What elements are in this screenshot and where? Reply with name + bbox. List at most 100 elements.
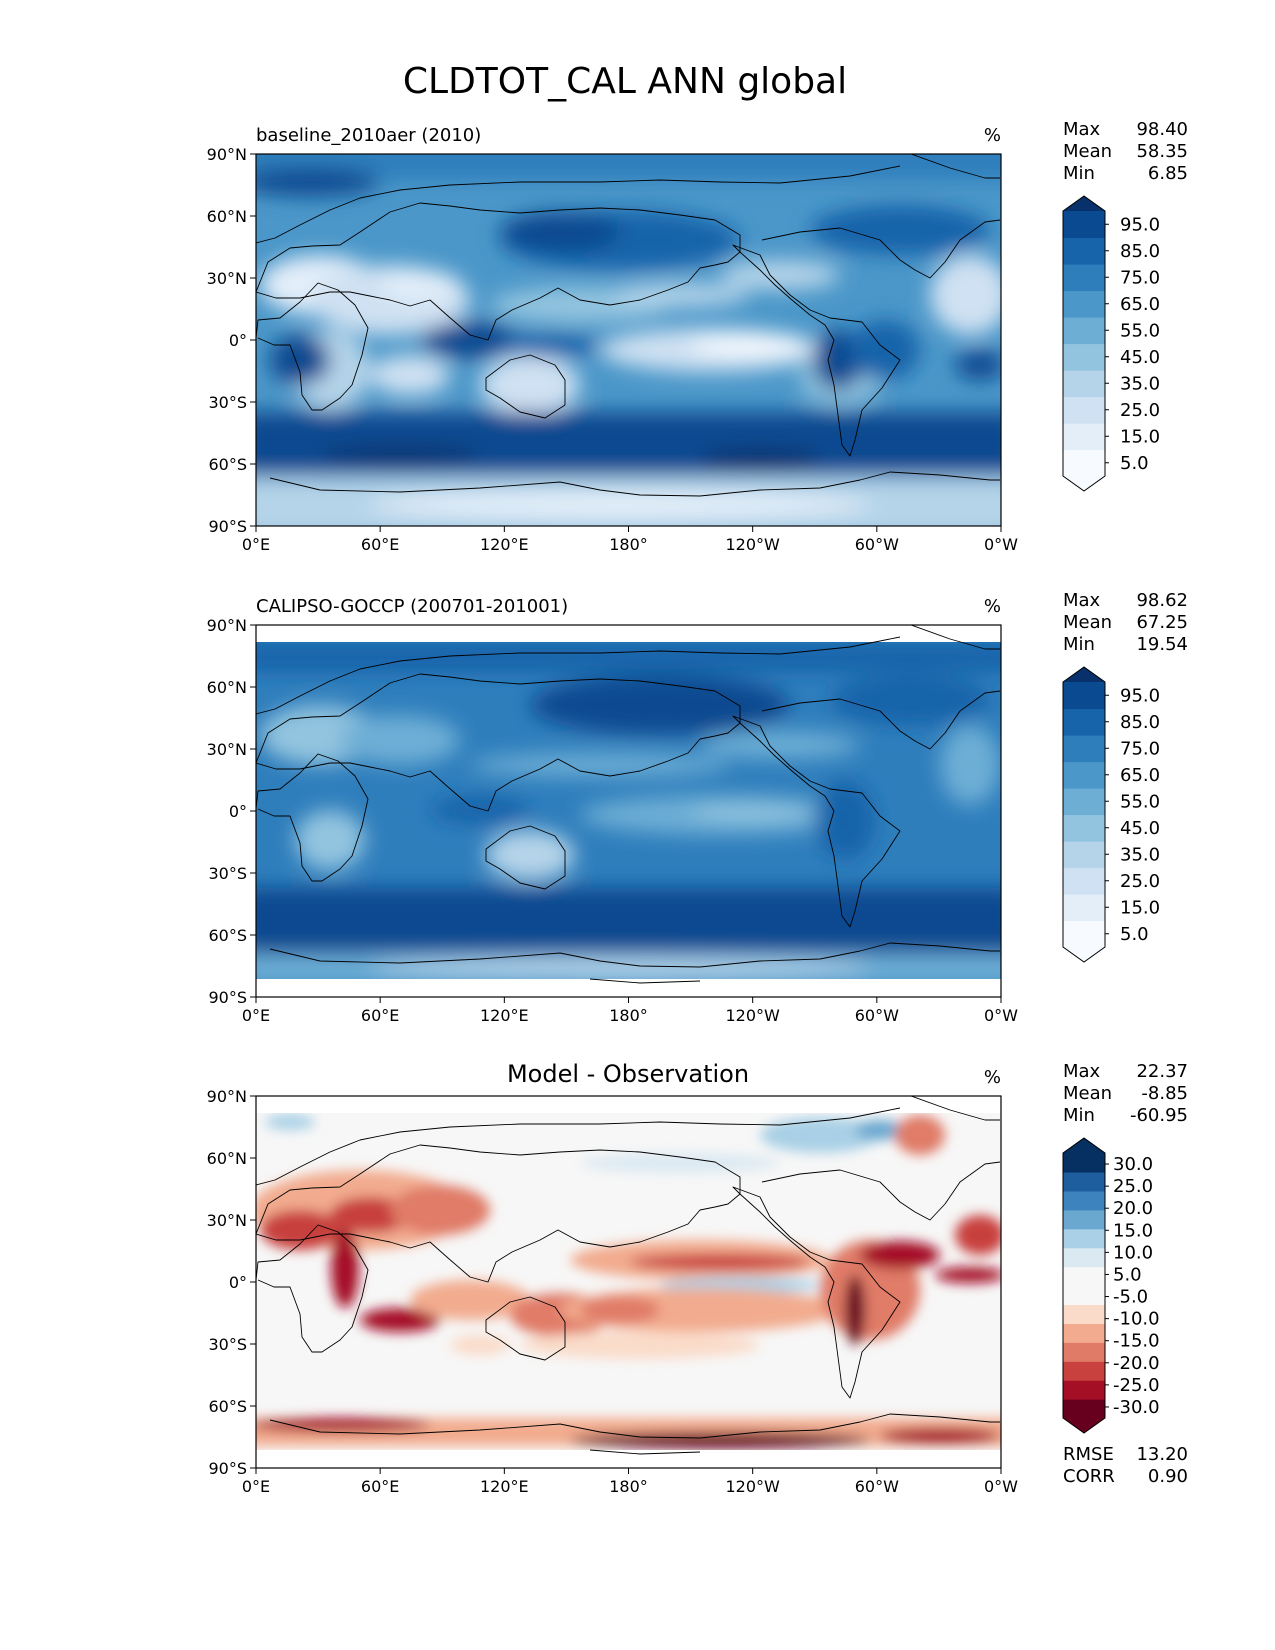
colorbar-tick-label: -15.0 [1113,1331,1160,1352]
colorbar-band [1063,814,1105,842]
x-tick-label: 0°E [242,535,270,554]
y-tick-label: 90°N [207,616,247,635]
stat-label-min: Min [1063,634,1095,655]
stats-block: Max 98.40 Mean 58.35 Min 6.85 [1063,119,1188,184]
colorbar-tick-label: 75.0 [1120,267,1160,288]
colorbar-tick-label: 65.0 [1120,765,1160,786]
stat-value-min: 6.85 [1148,163,1188,184]
stats-block: Max 22.37 Mean -8.85 Min -60.95 [1063,1061,1188,1126]
colorbar-band [1063,788,1105,816]
colorbar-tick-label: 25.0 [1113,1176,1153,1197]
colorbar-band [1063,1323,1105,1343]
colorbar-tick-label: 85.0 [1120,712,1160,733]
colorbar-band [1063,1247,1105,1268]
colorbar-tick-label: 5.0 [1120,453,1149,474]
colorbar-band [1063,449,1105,477]
stat-label-min: Min [1063,1105,1095,1126]
colorbar-band [1063,920,1105,948]
x-tick-label: 120°W [725,1477,780,1496]
colorbar-tick-label: 35.0 [1120,373,1160,394]
panel-difference: Model - Observation % Max 22.37 Mean -8.… [255,1060,1188,1487]
panel-title: Model - Observation [507,1060,749,1088]
colorbar-band [1063,735,1105,763]
x-tick-label: 60°E [361,1477,399,1496]
x-tick-label: 60°E [361,1006,399,1025]
y-tick-label: 90°S [208,1459,247,1478]
x-tick-label: 120°W [725,535,780,554]
map-field-difference [256,1096,1001,1468]
colorbar-tick-label: 45.0 [1120,347,1160,368]
colorbar-band [1063,841,1105,869]
colorbar-band [1063,1361,1105,1381]
stats-block: Max 98.62 Mean 67.25 Min 19.54 [1063,590,1188,655]
colorbar: 95.0 85.0 75.0 65.0 55.0 45.0 35.0 25.0 15.0 5.0 [1062,666,1160,963]
stat-value-max: 98.62 [1136,590,1188,611]
colorbar-tick-label: 45.0 [1120,818,1160,839]
units-label: % [984,125,1001,146]
units-label: % [984,596,1001,617]
colorbar-tick-label: 25.0 [1120,400,1160,421]
colorbar-tick-label: 95.0 [1120,214,1160,235]
x-tick-label: 120°E [480,1477,529,1496]
colorbar-tick-label: 55.0 [1120,320,1160,341]
y-tick-label: 30°S [208,393,247,412]
y-tick-label: 30°S [208,1335,247,1354]
colorbar-tick-label: 5.0 [1120,924,1149,945]
colorbar-tick-label: 5.0 [1113,1264,1142,1285]
colorbar-tick-label: 15.0 [1120,426,1160,447]
colorbar-tick-label: 20.0 [1113,1198,1153,1219]
colorbar-band [1063,264,1105,292]
axes-ticks: 0°E 60°E 120°E 180° 120°W 60°W 0°W 90°N 60°N 30°N… [207,145,1019,1496]
x-tick-label: 60°W [855,1477,899,1496]
y-tick-label: 60°S [208,455,247,474]
colorbar-tick-label: 65.0 [1120,294,1160,315]
colorbar-band [1063,211,1105,239]
colorbar-band [1063,1399,1105,1419]
colorbar-tick-label: -5.0 [1113,1287,1148,1308]
colorbar-tick-label: -20.0 [1113,1353,1160,1374]
rmse-value: 13.20 [1136,1444,1188,1465]
rmse-label: RMSE [1063,1444,1114,1465]
stat-value-max: 98.40 [1136,119,1188,140]
stat-label-max: Max [1063,1061,1101,1082]
panel-title: baseline_2010aer (2010) [256,125,481,146]
map-field-observation [256,625,1001,997]
colorbar: 30.025.020.015.010.05.0-5.0-10.0-15.0-20… [1062,1137,1160,1434]
stat-value-min: -60.95 [1130,1105,1188,1126]
figure-title: CLDTOT_CAL ANN global [403,61,847,102]
coastlines [256,154,1001,497]
colorbar-band [1063,1228,1105,1249]
colorbar-band [1063,708,1105,736]
colorbar-band [1063,682,1105,710]
colorbar-band [1063,1304,1105,1324]
x-tick-label: 180° [609,535,648,554]
colorbar-tick-label: 35.0 [1120,844,1160,865]
x-tick-label: 180° [609,1006,648,1025]
colorbar-band [1063,761,1105,789]
y-tick-label: 90°S [208,517,247,536]
colorbar-band [1063,396,1105,424]
stat-label-max: Max [1063,119,1101,140]
panel-observation: CALIPSO-GOCCP (200701-201001) % Max 98.6… [255,590,1188,998]
stat-label-mean: Mean [1063,1083,1112,1104]
stat-value-mean: 67.25 [1136,612,1188,633]
colorbar-tick-label: 10.0 [1113,1242,1153,1263]
y-tick-label: 60°N [207,1149,247,1168]
x-tick-label: 0°E [242,1006,270,1025]
y-tick-label: 90°N [207,1087,247,1106]
colorbar-tick-label: 85.0 [1120,241,1160,262]
colorbar-tick-label: 25.0 [1120,871,1160,892]
panel-baseline: baseline_2010aer (2010) % Max 98.40 Mean… [255,119,1188,527]
y-tick-label: 30°S [208,864,247,883]
y-tick-label: 90°N [207,145,247,164]
colorbar-band [1063,1171,1105,1192]
error-stats: RMSE 13.20 CORR 0.90 [1063,1444,1188,1487]
x-tick-label: 120°E [480,1006,529,1025]
colorbar-tick-label: -10.0 [1113,1309,1160,1330]
coastlines [256,625,1001,984]
colorbar-tick-label: 95.0 [1120,685,1160,706]
y-tick-label: 30°N [207,269,247,288]
stat-value-mean: 58.35 [1136,141,1188,162]
y-tick-label: 30°N [207,740,247,759]
